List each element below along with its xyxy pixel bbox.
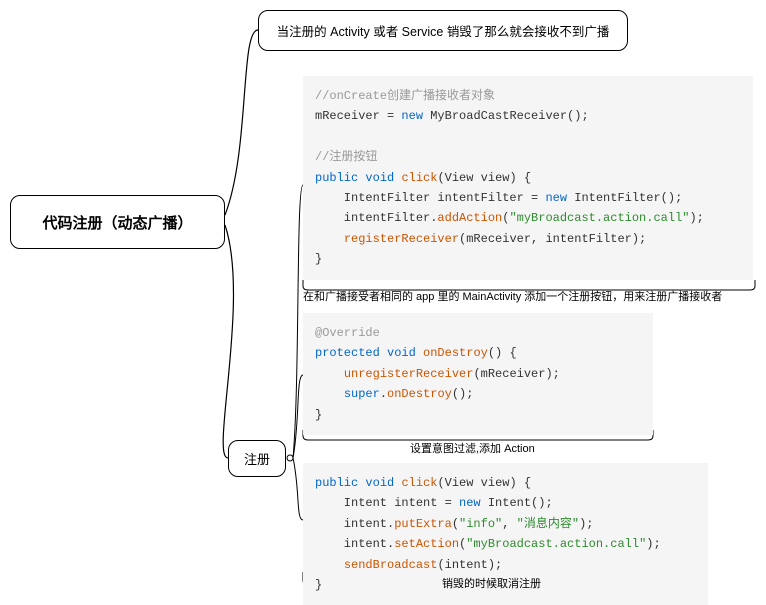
code1-caption: 在和广播接受者相同的 app 里的 MainActivity 添加一个注册按钮，… bbox=[303, 288, 722, 304]
code-block-ondestroy: @Override protected void onDestroy() { u… bbox=[303, 313, 653, 435]
code2-caption: 设置意图过滤,添加 Action bbox=[410, 440, 535, 456]
destroy-note-text: 当注册的 Activity 或者 Service 销毁了那么就会接收不到广播 bbox=[277, 25, 610, 39]
destroy-note-node: 当注册的 Activity 或者 Service 销毁了那么就会接收不到广播 bbox=[258, 10, 628, 51]
register-label: 注册 bbox=[244, 452, 270, 467]
root-node: 代码注册（动态广播） bbox=[10, 195, 225, 249]
root-title: 代码注册（动态广播） bbox=[42, 212, 192, 233]
code-block-oncreate: //onCreate创建广播接收者对象 mReceiver = new MyBr… bbox=[303, 76, 753, 280]
register-node: 注册 bbox=[228, 440, 286, 477]
code3-caption: 销毁的时候取消注册 bbox=[442, 575, 541, 591]
